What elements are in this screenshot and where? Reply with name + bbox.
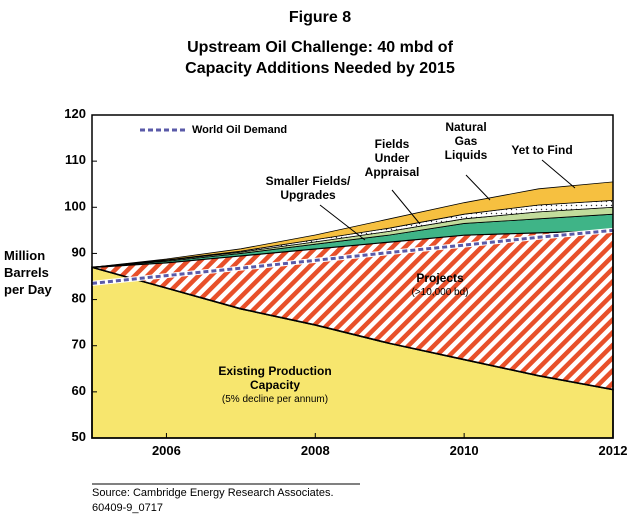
y-tick-label: 90 xyxy=(72,245,86,260)
y-tick-label: 70 xyxy=(72,337,86,352)
chart-title: Upstream Oil Challenge: 40 mbd of Capacit… xyxy=(185,39,455,77)
x-tick-label: 2006 xyxy=(152,443,181,458)
y-tick-label: 100 xyxy=(64,199,86,214)
y-tick-label: 80 xyxy=(72,291,86,306)
series-label: Fields Under Appraisal xyxy=(365,137,420,179)
series-label: Existing Production Capacity xyxy=(218,364,331,392)
series-label: Projects xyxy=(416,271,464,285)
code: 60409-9_0717 xyxy=(92,502,163,514)
y-tick-label: 50 xyxy=(72,429,86,444)
x-tick-label: 2008 xyxy=(301,443,330,458)
series-note: (5% decline per annum) xyxy=(222,394,328,405)
leader-line xyxy=(319,204,366,241)
x-tick-label: 2012 xyxy=(599,443,628,458)
series-label: Yet to Find xyxy=(511,143,572,157)
leader-line xyxy=(541,159,576,189)
leader-line xyxy=(391,189,421,225)
legend-label: World Oil Demand xyxy=(192,124,287,136)
y-tick-label: 120 xyxy=(64,106,86,121)
plot-frame xyxy=(91,114,614,439)
y-tick-label: 60 xyxy=(72,383,86,398)
series-label: Smaller Fields/Upgrades xyxy=(266,174,351,202)
series-label: Natural Gas Liquids xyxy=(445,120,488,162)
figure-label: Figure 8 xyxy=(289,9,351,26)
source: Source: Cambridge Energy Research Associ… xyxy=(92,487,334,499)
series-note: (>10,000 bd) xyxy=(412,287,469,298)
y-tick-label: 110 xyxy=(65,153,86,168)
leader-line xyxy=(465,174,491,201)
line xyxy=(91,228,614,285)
x-tick-label: 2010 xyxy=(450,443,479,458)
y-axis-label: Million Barrels per Day xyxy=(4,248,52,297)
